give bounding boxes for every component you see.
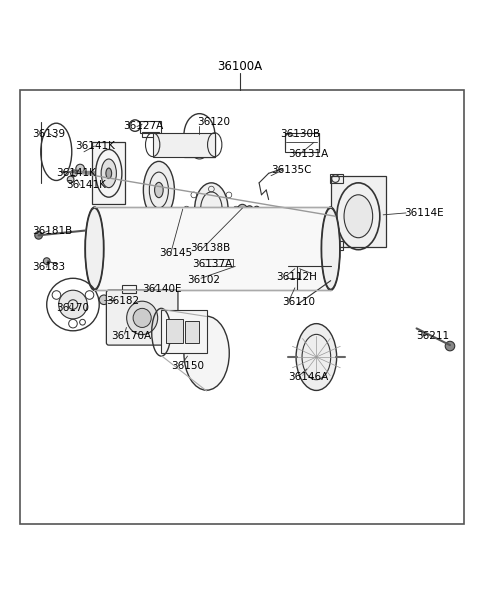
Bar xyxy=(285,133,319,152)
Circle shape xyxy=(71,170,77,176)
Text: 36127A: 36127A xyxy=(123,120,163,130)
Bar xyxy=(330,174,343,183)
Circle shape xyxy=(99,295,109,304)
Text: 36137A: 36137A xyxy=(192,259,232,269)
Text: 36110: 36110 xyxy=(282,297,315,307)
Text: 36182: 36182 xyxy=(107,296,140,306)
Circle shape xyxy=(445,341,455,351)
Text: 36141K: 36141K xyxy=(66,180,106,190)
Ellipse shape xyxy=(127,301,157,335)
Text: 36102: 36102 xyxy=(188,275,220,285)
Circle shape xyxy=(43,258,50,264)
Text: 36141K: 36141K xyxy=(75,141,115,151)
Bar xyxy=(153,133,215,156)
Bar xyxy=(331,176,385,247)
Circle shape xyxy=(85,291,94,299)
Bar xyxy=(92,142,125,204)
Circle shape xyxy=(76,164,84,173)
Text: 36100A: 36100A xyxy=(217,60,263,73)
Bar xyxy=(184,135,215,156)
Text: 36150: 36150 xyxy=(171,360,204,371)
Bar xyxy=(142,132,159,136)
Text: 36140E: 36140E xyxy=(142,284,181,294)
Ellipse shape xyxy=(344,195,372,238)
Text: 36114E: 36114E xyxy=(405,208,444,218)
Circle shape xyxy=(35,231,42,239)
Text: 36112H: 36112H xyxy=(276,272,317,282)
Text: 36145: 36145 xyxy=(159,248,192,258)
Text: 36120: 36120 xyxy=(197,117,230,127)
Text: 36138B: 36138B xyxy=(190,243,230,253)
Bar xyxy=(95,206,331,290)
Circle shape xyxy=(67,176,74,183)
Bar xyxy=(185,321,199,343)
Ellipse shape xyxy=(106,168,112,179)
Ellipse shape xyxy=(85,207,104,290)
Ellipse shape xyxy=(155,182,163,198)
Text: 36135C: 36135C xyxy=(271,165,312,175)
Circle shape xyxy=(59,290,87,319)
Bar xyxy=(330,241,343,250)
Text: 36146A: 36146A xyxy=(288,372,328,382)
Text: 36131A: 36131A xyxy=(288,149,328,159)
Circle shape xyxy=(52,291,61,299)
Text: 36141K: 36141K xyxy=(56,168,96,178)
Bar xyxy=(161,310,206,353)
Ellipse shape xyxy=(296,324,336,391)
Bar xyxy=(166,319,183,343)
Ellipse shape xyxy=(144,162,174,219)
Text: 36130B: 36130B xyxy=(281,129,321,139)
Ellipse shape xyxy=(190,135,209,159)
Circle shape xyxy=(246,206,253,212)
Ellipse shape xyxy=(101,159,116,188)
Text: 36170: 36170 xyxy=(56,303,89,313)
Text: 36211: 36211 xyxy=(417,330,450,340)
Circle shape xyxy=(238,204,247,214)
Text: 36183: 36183 xyxy=(33,263,66,273)
Bar xyxy=(140,121,161,133)
Ellipse shape xyxy=(184,316,229,390)
Ellipse shape xyxy=(133,309,151,327)
Bar xyxy=(121,286,136,293)
FancyBboxPatch shape xyxy=(107,290,178,345)
Circle shape xyxy=(69,319,77,328)
Ellipse shape xyxy=(195,183,228,235)
Ellipse shape xyxy=(321,207,340,290)
Text: 36181B: 36181B xyxy=(33,225,72,235)
Text: 36139: 36139 xyxy=(33,129,66,139)
Text: 36170A: 36170A xyxy=(111,330,151,340)
